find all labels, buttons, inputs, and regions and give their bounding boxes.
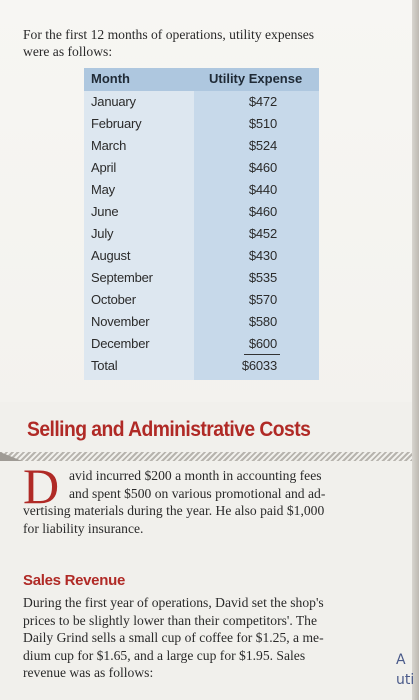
paragraph-line: During the first year of operations, Dav…	[23, 595, 324, 610]
month-cell: September	[91, 270, 153, 285]
total-value: $6033	[241, 358, 277, 373]
month-cell: June	[91, 204, 119, 219]
table-row: September $535	[84, 267, 319, 289]
table-row-total: Total $6033	[84, 355, 319, 377]
paragraph-line: avid incurred $200 a month in accounting…	[69, 468, 322, 483]
month-cell: August	[91, 248, 131, 263]
intro-line: For the first 12 months of operations, u…	[23, 27, 315, 42]
expense-cell: $452	[248, 226, 277, 241]
costs-paragraph: avid incurred $200 a month in accounting…	[23, 467, 383, 537]
expense-cell: $524	[248, 138, 277, 153]
expense-cell: $460	[248, 160, 277, 175]
total-label: Total	[91, 358, 118, 373]
table-row: December $600	[84, 333, 319, 355]
paragraph-line: Daily Grind sells a small cup of coffee …	[23, 630, 324, 645]
month-cell: July	[91, 226, 114, 241]
sum-rule	[244, 354, 280, 355]
expense-cell: $440	[248, 182, 277, 197]
utility-expense-table: Month Utility Expense January $472 Febru…	[84, 68, 319, 380]
month-cell: November	[91, 314, 150, 329]
month-cell: October	[91, 292, 136, 307]
month-cell: March	[91, 138, 127, 153]
expense-cell: $510	[248, 116, 277, 131]
table-row: January $472	[84, 91, 319, 113]
paragraph-line: for liability insurance.	[23, 520, 144, 536]
table-row: November $580	[84, 311, 319, 333]
table-row: July $452	[84, 223, 319, 245]
month-column-shade	[84, 91, 194, 380]
table-row: June $460	[84, 201, 319, 223]
page-edge	[412, 0, 419, 700]
expense-cell: $472	[248, 94, 277, 109]
month-cell: April	[91, 160, 117, 175]
expense-cell: $460	[248, 204, 277, 219]
margin-note-line: uti	[396, 672, 415, 688]
section-title: Selling and Administrative Costs	[27, 418, 311, 441]
intro-line: were as follows:	[23, 43, 113, 59]
paragraph-line: dium cup for $1.65, and a large cup for …	[23, 647, 306, 663]
sales-revenue-paragraph: During the first year of operations, Dav…	[23, 594, 383, 682]
table-header: Month Utility Expense	[84, 68, 319, 91]
table-row: August $430	[84, 245, 319, 267]
header-month: Month	[91, 71, 130, 86]
intro-paragraph: For the first 12 months of operations, u…	[23, 27, 383, 60]
table-row: October $570	[84, 289, 319, 311]
header-utility-expense: Utility Expense	[209, 71, 303, 86]
hatched-divider	[0, 452, 412, 461]
expense-cell: $535	[248, 270, 277, 285]
month-cell: May	[91, 182, 115, 197]
month-cell: February	[91, 116, 142, 131]
table-row: April $460	[84, 157, 319, 179]
month-cell: January	[91, 94, 136, 109]
table-row: May $440	[84, 179, 319, 201]
expense-cell: $600	[248, 336, 277, 351]
expense-cell: $430	[248, 248, 277, 263]
paragraph-line: prices to be slightly lower than their c…	[23, 612, 318, 628]
month-cell: December	[91, 336, 150, 351]
margin-handwriting: A uti	[396, 650, 414, 690]
table-row: March $524	[84, 135, 319, 157]
table-row: February $510	[84, 113, 319, 135]
paragraph-line: and spent $500 on various promotional an…	[69, 485, 326, 501]
paragraph-line: revenue was as follows:	[23, 665, 154, 680]
section-background	[0, 402, 412, 700]
drop-cap: D	[23, 458, 60, 514]
paragraph-line: vertising materials during the year. He …	[23, 503, 325, 518]
margin-note-line: A	[396, 652, 406, 668]
subheading-sales-revenue: Sales Revenue	[23, 572, 125, 589]
expense-cell: $570	[248, 292, 277, 307]
expense-cell: $580	[248, 314, 277, 329]
divider-corner	[0, 452, 22, 461]
